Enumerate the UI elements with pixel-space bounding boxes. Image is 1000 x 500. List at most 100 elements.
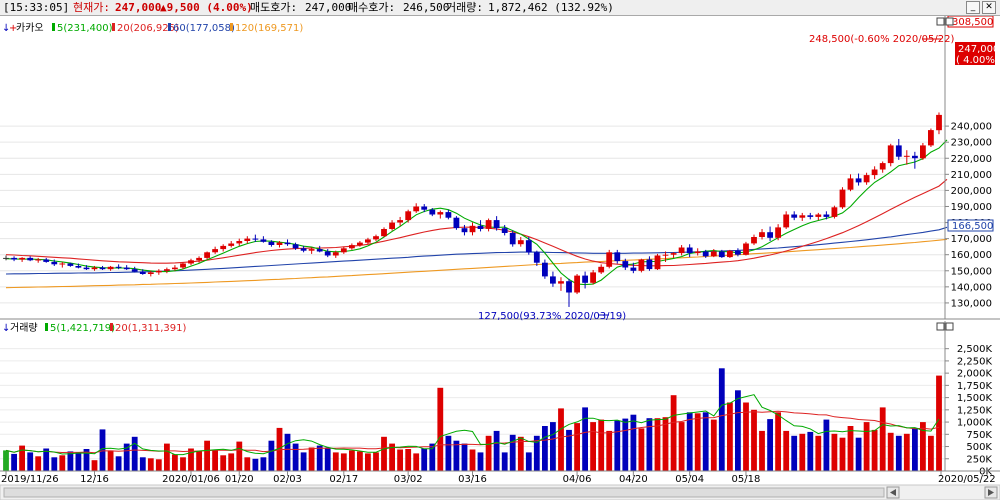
volume-bar — [847, 426, 854, 471]
candle-down — [445, 212, 452, 218]
volume-bar — [397, 449, 403, 471]
volume-moving-averages — [5, 394, 940, 456]
volume-tick-label: 2,500K — [957, 344, 993, 355]
price-pane-controls — [936, 17, 954, 26]
bid-price-label: 매수호가: — [348, 1, 396, 14]
scroll-right-icon — [988, 489, 994, 496]
candle-down — [542, 262, 548, 277]
volume-legend: ↓ 거래량 5(1,421,719) 20(1,311,391) — [2, 322, 187, 334]
volume-bar — [791, 435, 798, 471]
candle-down — [51, 261, 58, 265]
price-pane-close-icon[interactable] — [945, 17, 954, 26]
volume-bar — [863, 422, 870, 471]
volume-tick-label: 1,750K — [957, 381, 993, 392]
volume-bar — [550, 422, 556, 471]
candle-up — [598, 266, 605, 273]
volume-bar — [220, 455, 227, 471]
x-tick-label: 12/16 — [80, 474, 109, 485]
volume-bar — [646, 418, 653, 471]
x-tick-label: 2020/01/06 — [162, 474, 220, 485]
volume-bar — [662, 417, 669, 471]
volume-bar — [903, 433, 910, 471]
candle-up — [397, 220, 403, 223]
volume-bar — [678, 422, 685, 471]
current-price-box — [955, 42, 995, 65]
volume-bar — [83, 449, 90, 471]
candle-down — [292, 244, 299, 249]
volume-bar — [59, 455, 66, 471]
volume-bar — [895, 435, 902, 471]
quote-bar: [15:33:05] 현재가: 247,000 ▲9,500 (4.00%) 매… — [0, 0, 1000, 16]
volume-bar — [767, 419, 773, 471]
candle-up — [357, 242, 363, 245]
candle-down — [67, 263, 74, 266]
candle-down — [735, 250, 741, 255]
volume-bar — [11, 453, 17, 471]
price-candles — [3, 112, 942, 307]
candle-up — [847, 178, 854, 190]
candle-down — [686, 247, 693, 254]
minimize-button[interactable]: _ — [966, 1, 980, 14]
candle-up — [373, 236, 379, 240]
volume-bars — [3, 368, 942, 472]
volume-bar — [292, 443, 299, 471]
volume-bar — [517, 436, 524, 472]
volume-legend-marker: ↓ — [2, 323, 10, 334]
bid-price-value: 246,500 — [403, 1, 450, 14]
volume-bar — [180, 457, 186, 471]
candle-down — [582, 275, 588, 283]
candle-up — [107, 266, 114, 270]
price-pane-minimize-icon[interactable] — [936, 17, 945, 26]
candle-up — [903, 155, 910, 157]
candle-up — [606, 252, 613, 267]
volume-tick-label: 0K — [979, 467, 992, 478]
volume-bar — [574, 423, 580, 471]
volume-bar — [340, 453, 347, 471]
candle-down — [533, 252, 540, 263]
candle-up — [228, 243, 235, 246]
volume-bar — [381, 436, 387, 472]
candle-up — [743, 243, 749, 255]
volume-bar — [3, 450, 9, 471]
x-tick-label: 03/02 — [394, 474, 423, 485]
candle-up — [236, 241, 243, 244]
ma60-axis-label: 166,500 — [952, 221, 993, 232]
volume-bar — [204, 440, 210, 471]
volume-bar — [172, 454, 178, 471]
ma20-line — [5, 178, 948, 267]
volume-tick-label: 250K — [966, 454, 992, 465]
candle-down — [268, 241, 275, 245]
candle-down — [718, 251, 725, 258]
x-tick-label: 05/04 — [675, 474, 704, 485]
candle-up — [799, 215, 806, 218]
volume-bar — [558, 408, 564, 471]
close-button[interactable]: ✕ — [982, 1, 996, 14]
candle-up — [558, 281, 564, 284]
volume-pane-minimize-icon[interactable] — [936, 322, 945, 331]
price-legend: ↓ + 카카오 5(231,400) 20(206,925) 60(177,05… — [2, 22, 303, 34]
candle-up — [936, 114, 942, 131]
volume-bar — [324, 447, 331, 471]
x-tick-label: 03/16 — [458, 474, 487, 485]
volume-pane-close-icon[interactable] — [945, 322, 954, 331]
scrollbar-thumb[interactable] — [3, 487, 885, 498]
vol-ma5-swatch — [45, 323, 48, 331]
stock-chart[interactable]: 130,000140,000150,000160,000170,000180,0… — [0, 16, 1000, 500]
scroll-left-icon — [890, 489, 896, 496]
candle-down — [123, 267, 130, 270]
candle-up — [365, 239, 371, 243]
scrollbar[interactable] — [0, 484, 1000, 500]
volume-bar — [115, 456, 122, 471]
candle-down — [895, 145, 902, 157]
volume-bar — [638, 428, 645, 471]
volume-bar — [815, 435, 822, 471]
candle-up — [19, 257, 25, 260]
candle-down — [115, 266, 122, 268]
candle-down — [421, 206, 428, 210]
volume-tick-label: 500K — [966, 442, 992, 453]
candle-up — [920, 145, 926, 159]
price-tick-label: 190,000 — [951, 202, 992, 213]
candle-down — [509, 233, 516, 245]
candle-up — [517, 240, 524, 245]
candle-up — [91, 267, 98, 270]
